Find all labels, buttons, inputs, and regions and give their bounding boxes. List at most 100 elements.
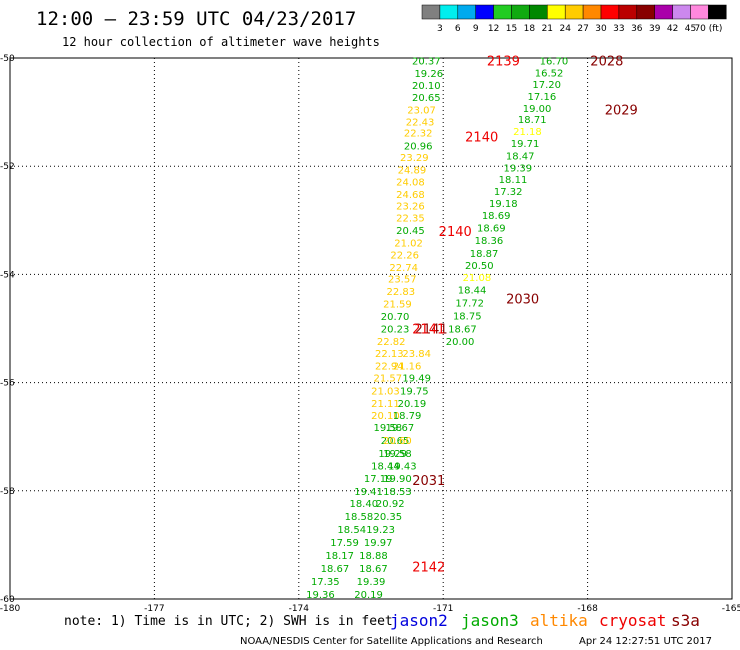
wave-height-point: 16.70: [540, 57, 569, 68]
wave-height-point: 20.60: [383, 436, 412, 447]
wave-height-point: 18.44: [371, 461, 400, 472]
x-tick-label: -171: [433, 604, 453, 614]
wave-height-point: 18.69: [482, 211, 511, 222]
scale-label: 36: [631, 24, 643, 34]
wave-height-point: 19.75: [400, 387, 429, 398]
scale-swatch: [708, 4, 727, 20]
scale-label: 12: [488, 24, 499, 34]
y-tick-label: -60: [0, 595, 15, 605]
wave-height-point: 23.29: [400, 153, 429, 164]
wave-height-point: 18.79: [393, 411, 422, 422]
wave-height-point: 19.67: [386, 423, 415, 434]
grid-lines: [10, 58, 732, 599]
scale-label: 30: [595, 24, 607, 34]
wave-height-point: 20.10: [412, 81, 441, 92]
y-tick-label: -54: [0, 270, 15, 280]
scale-label: 33: [613, 24, 624, 34]
x-tick-label: -180: [0, 604, 20, 614]
wave-height-point: 19.43: [388, 461, 417, 472]
wave-height-point: 17.16: [528, 92, 557, 103]
scale-label: 24: [559, 24, 571, 34]
wave-height-point: 22.26: [390, 250, 419, 261]
wave-height-point: 18.69: [477, 223, 506, 234]
scale-swatch: [672, 4, 691, 20]
wave-height-point: 18.44: [458, 286, 487, 297]
wave-height-point: 19.58: [374, 423, 403, 434]
wave-height-point: 20.96: [404, 142, 433, 153]
wave-height-point: 17.59: [330, 538, 359, 549]
wave-height-point: 17.32: [494, 187, 523, 198]
wave-height-point: 21.11: [371, 399, 400, 410]
pass-label: 2140: [465, 130, 498, 145]
wave-height-point: 18.58: [345, 512, 374, 523]
wave-height-point: 22.13: [375, 349, 404, 360]
footer-timestamp: Apr 24 12:27:51 UTC 2017: [579, 636, 712, 647]
scale-label: 6: [455, 24, 461, 34]
wave-height-point: 20.23: [381, 325, 410, 336]
scale-swatch: [439, 4, 459, 20]
wave-height-point: 24.68: [396, 190, 425, 201]
wave-height-point: 17.19: [364, 474, 393, 485]
y-tick-label: -50: [0, 54, 15, 64]
wave-height-point: 24.08: [396, 177, 425, 188]
data-points: 20.3719.2620.1020.6523.0722.4322.3220.96…: [306, 57, 568, 601]
wave-height-point: 17.20: [532, 80, 561, 91]
pass-label: 2141: [415, 323, 448, 338]
y-tick-label: -58: [0, 487, 15, 497]
wave-height-point: 21.18: [513, 127, 542, 138]
wave-height-point: 20.65: [412, 93, 441, 104]
x-tick-label: -168: [577, 604, 598, 614]
wave-height-point: 19.23: [366, 525, 395, 536]
wave-height-point: 18.88: [359, 551, 388, 562]
pass-label: 2030: [506, 293, 539, 308]
scale-swatch: [475, 4, 494, 20]
pass-label: 2139: [487, 55, 520, 70]
wave-height-point: 16.52: [535, 69, 564, 80]
wave-height-point: 21.59: [383, 300, 412, 311]
chart-subtitle: 12 hour collection of altimeter wave hei…: [62, 35, 380, 49]
wave-height-point: 23.07: [407, 105, 436, 116]
y-tick-label: -56: [0, 379, 15, 389]
scale-swatch: [690, 4, 709, 20]
scale-swatch: [547, 4, 566, 20]
satellite-legend-cryosat: cryosat: [599, 611, 666, 630]
wave-height-point: 20.92: [376, 499, 405, 510]
scale-swatch: [564, 4, 584, 20]
wave-height-point: 21.08: [463, 273, 492, 284]
plot-frame: [9, 57, 733, 600]
scale-swatch: [636, 4, 655, 20]
wave-height-point: 22.35: [396, 214, 425, 225]
scale-label: 18: [524, 24, 536, 34]
wave-height-point: 23.84: [402, 349, 431, 360]
wave-height-point: 21.16: [393, 361, 422, 372]
satellite-legend: jason2 jason3 altika cryosat s3a: [390, 611, 700, 630]
wave-height-point: 19.39: [503, 163, 532, 174]
wave-height-point: 20.35: [374, 512, 403, 523]
wave-height-point: 17.35: [311, 577, 340, 588]
wave-height-point: 22.43: [406, 117, 435, 128]
wave-height-point: 20.00: [446, 337, 475, 348]
wave-height-point: 19.71: [511, 139, 540, 150]
wave-height-point: 18.11: [499, 175, 528, 186]
wave-height-point: 19.29: [378, 449, 407, 460]
wave-height-point: 19.49: [402, 374, 431, 385]
wave-height-point: 19.00: [523, 104, 552, 115]
wave-height-point: 22.32: [404, 129, 433, 140]
pass-label: 2140: [439, 225, 472, 240]
wave-height-point: 19.18: [489, 199, 518, 210]
wave-height-point: 18.75: [453, 312, 482, 323]
scale-swatch: [457, 4, 476, 20]
scale-swatch: [493, 4, 512, 20]
wave-height-point: 19.97: [364, 538, 393, 549]
satellite-legend-jason3: jason3: [461, 611, 519, 630]
pass-label: 2028: [590, 55, 623, 70]
wave-height-point: 18.17: [325, 551, 354, 562]
wave-height-point: 21.03: [371, 387, 400, 398]
wave-height-point: 18.67: [321, 564, 350, 575]
wave-height-point: 22.94: [375, 361, 404, 372]
satellite-legend-jason2: jason2: [390, 611, 448, 630]
scale-swatch: [511, 4, 530, 20]
wave-height-point: 19.41: [354, 487, 383, 498]
